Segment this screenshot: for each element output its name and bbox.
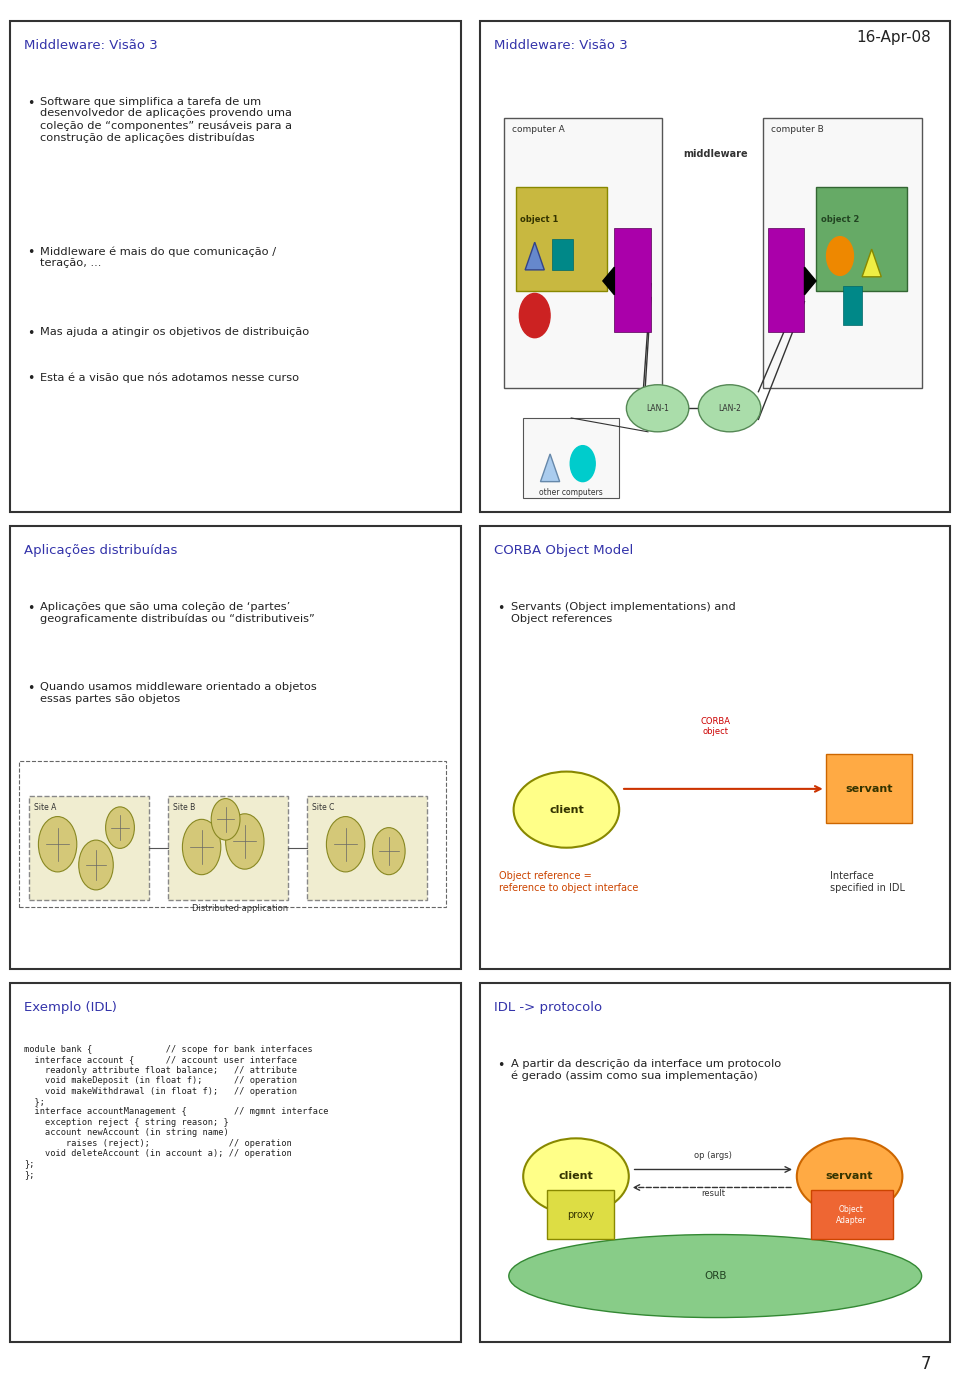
FancyBboxPatch shape [816,187,907,291]
Text: Middleware é mais do que comunicação /
teração, ...: Middleware é mais do que comunicação / t… [40,246,276,268]
Circle shape [326,817,365,872]
Text: object 2: object 2 [821,215,859,224]
FancyBboxPatch shape [763,118,922,388]
FancyBboxPatch shape [523,418,619,498]
Text: op (args): op (args) [694,1151,732,1160]
Text: •: • [27,682,35,695]
FancyBboxPatch shape [516,187,607,291]
Text: Aplicações distribuídas: Aplicações distribuídas [24,544,178,556]
Text: Software que simplifica a tarefa de um
desenvolvedor de aplicações provendo uma
: Software que simplifica a tarefa de um d… [40,97,292,143]
FancyBboxPatch shape [480,21,950,512]
Text: proxy: proxy [567,1210,594,1221]
Text: Middleware: Visão 3: Middleware: Visão 3 [494,39,628,51]
Circle shape [106,807,134,848]
Polygon shape [540,454,560,482]
Text: Quando usamos middleware orientado a objetos
essas partes são objetos: Quando usamos middleware orientado a obj… [40,682,317,704]
Text: result: result [701,1189,725,1197]
Text: Site B: Site B [173,803,195,812]
Text: computer A: computer A [512,125,564,134]
FancyBboxPatch shape [547,1190,614,1239]
Text: other computers: other computers [540,487,603,497]
Circle shape [570,446,595,482]
Text: Esta é a visão que nós adotamos nesse curso: Esta é a visão que nós adotamos nesse cu… [40,372,300,383]
FancyBboxPatch shape [168,796,288,900]
Circle shape [519,293,550,338]
Text: 16-Apr-08: 16-Apr-08 [856,30,931,46]
Circle shape [38,817,77,872]
Text: LAN-1: LAN-1 [646,404,669,412]
Text: •: • [27,97,35,109]
Text: Object
Adapter: Object Adapter [836,1205,867,1225]
Text: servant: servant [845,783,893,794]
Polygon shape [804,267,816,295]
Text: •: • [497,1059,505,1071]
Text: IDL -> protocolo: IDL -> protocolo [494,1001,603,1013]
Ellipse shape [797,1138,902,1215]
Ellipse shape [523,1138,629,1215]
Circle shape [372,828,405,875]
Ellipse shape [626,385,689,432]
FancyBboxPatch shape [480,983,950,1342]
Polygon shape [862,249,881,277]
Text: client: client [559,1171,593,1182]
Polygon shape [603,267,614,295]
Text: Site A: Site A [34,803,56,812]
Polygon shape [525,242,544,270]
FancyBboxPatch shape [480,526,950,969]
Text: middleware: middleware [683,149,748,159]
Text: Site C: Site C [312,803,334,812]
Ellipse shape [698,385,761,432]
Circle shape [827,237,853,275]
FancyBboxPatch shape [843,286,862,325]
FancyBboxPatch shape [552,239,573,270]
Text: object 1: object 1 [520,215,559,224]
Text: •: • [27,327,35,339]
FancyBboxPatch shape [504,118,662,388]
Circle shape [211,799,240,840]
Text: computer B: computer B [771,125,824,134]
FancyBboxPatch shape [307,796,427,900]
FancyBboxPatch shape [10,983,461,1342]
Text: CORBA
object: CORBA object [700,717,731,736]
Text: Mas ajuda a atingir os objetivos de distribuição: Mas ajuda a atingir os objetivos de dist… [40,327,309,336]
Text: Servants (Object implementations) and
Object references: Servants (Object implementations) and Ob… [511,602,735,624]
Text: Aplicações que são uma coleção de ‘partes’
geograficamente distribuídas ou “dist: Aplicações que são uma coleção de ‘parte… [40,602,315,624]
Text: Object reference =
reference to object interface: Object reference = reference to object i… [499,871,638,893]
Text: ORB: ORB [704,1271,727,1282]
Text: 7: 7 [921,1355,931,1373]
Text: client: client [549,804,584,815]
FancyBboxPatch shape [29,796,149,900]
Text: CORBA Object Model: CORBA Object Model [494,544,634,556]
Text: Exemplo (IDL): Exemplo (IDL) [24,1001,117,1013]
FancyBboxPatch shape [10,526,461,969]
Text: A partir da descrição da interface um protocolo
é gerado (assim como sua impleme: A partir da descrição da interface um pr… [511,1059,781,1081]
Circle shape [226,814,264,869]
FancyBboxPatch shape [768,228,804,332]
FancyBboxPatch shape [811,1190,893,1239]
FancyBboxPatch shape [826,754,912,823]
Circle shape [182,819,221,875]
Text: Distributed application: Distributed application [192,904,288,913]
Text: •: • [497,602,505,614]
Circle shape [79,840,113,890]
Text: •: • [27,372,35,385]
Ellipse shape [514,772,619,847]
FancyBboxPatch shape [614,228,651,332]
Text: Interface
specified in IDL: Interface specified in IDL [830,871,905,893]
Text: •: • [27,246,35,259]
Text: module bank {              // scope for bank interfaces
  interface account {   : module bank { // scope for bank interfac… [24,1045,328,1179]
Ellipse shape [509,1235,922,1318]
Text: servant: servant [826,1171,874,1182]
Text: Middleware: Visão 3: Middleware: Visão 3 [24,39,157,51]
FancyBboxPatch shape [10,21,461,512]
Text: LAN-2: LAN-2 [718,404,741,412]
Text: •: • [27,602,35,614]
